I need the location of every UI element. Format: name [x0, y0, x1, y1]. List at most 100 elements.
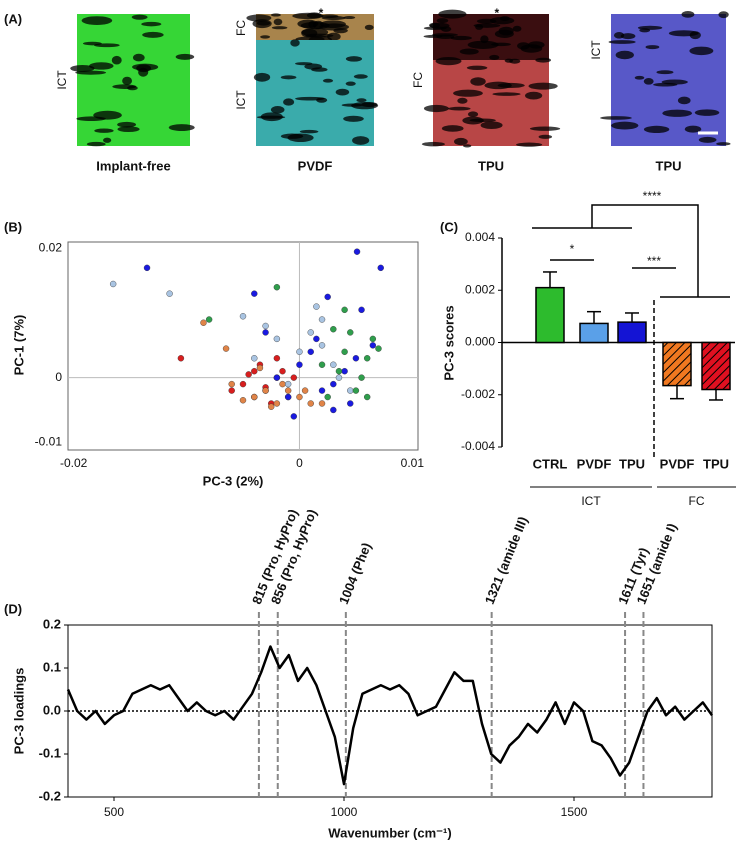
x-tick-label: 1500 [561, 805, 588, 819]
image-texture [517, 42, 530, 50]
image-texture [168, 124, 195, 131]
image-texture [480, 121, 503, 130]
bar [701, 341, 731, 391]
image-texture [142, 31, 164, 38]
image-texture [528, 41, 545, 49]
image-texture [253, 72, 271, 82]
x-tick-label: 0 [296, 456, 303, 470]
image-texture [450, 35, 472, 41]
x-tick-label: 500 [104, 805, 124, 819]
image-texture [535, 57, 551, 63]
y-tick-label: 0.002 [465, 282, 495, 296]
image-texture [292, 12, 324, 20]
image-texture [643, 78, 654, 85]
point [273, 355, 281, 362]
image-texture [321, 16, 346, 21]
point [290, 413, 298, 420]
image-region [433, 60, 549, 146]
point [279, 367, 286, 375]
image-texture [322, 78, 334, 83]
image-texture [528, 82, 558, 90]
image-caption: TPU [656, 158, 682, 173]
image-texture [516, 142, 543, 147]
point [251, 367, 258, 375]
image-texture [447, 106, 471, 111]
image-texture [112, 84, 137, 89]
point [262, 329, 269, 336]
image-texture [620, 33, 636, 40]
point [335, 367, 343, 375]
point [251, 355, 258, 362]
y-tick-label: 0.0 [43, 702, 61, 717]
marker-label: 1004 (Phe) [336, 540, 374, 606]
loading-line [66, 645, 714, 786]
image-texture [343, 115, 364, 122]
image-caption: PVDF [298, 158, 333, 173]
y-tick-label: 0.004 [465, 230, 495, 244]
point [296, 348, 303, 356]
image-texture [489, 54, 500, 60]
point [273, 400, 281, 407]
point [363, 355, 371, 362]
image-texture [86, 141, 106, 147]
y-tick-label: 0 [55, 370, 62, 384]
image-texture [494, 29, 514, 38]
image-texture [661, 79, 688, 85]
point [166, 290, 173, 297]
x-tick-label: 1000 [331, 805, 358, 819]
image-texture [436, 18, 449, 24]
bar [617, 321, 647, 344]
x-tick-label: PVDF [660, 456, 695, 471]
point [273, 374, 281, 381]
point [347, 387, 354, 394]
image-texture [600, 116, 632, 120]
panel-label: (D) [4, 601, 22, 616]
x-tick-label: 0.01 [401, 456, 425, 470]
point [228, 380, 235, 388]
image-texture [475, 24, 484, 30]
group-label: FC [689, 494, 705, 508]
point [284, 387, 292, 394]
image-texture [343, 16, 356, 20]
point [284, 393, 292, 401]
image-texture [93, 43, 120, 48]
image-texture [438, 9, 467, 19]
image-texture [138, 67, 149, 77]
image-texture [260, 35, 271, 39]
image-texture [311, 67, 328, 72]
image-texture [457, 97, 468, 104]
image-texture [509, 58, 521, 64]
y-tick-label: 0.1 [43, 659, 61, 674]
image-texture [117, 126, 140, 133]
image-texture [89, 62, 114, 70]
point [347, 329, 354, 336]
image-texture [512, 25, 522, 32]
y-tick-label: -0.002 [461, 387, 495, 401]
image-texture [441, 125, 464, 132]
significance-label: * [570, 242, 575, 256]
image-texture [131, 14, 148, 20]
y-tick-label: 0.2 [43, 616, 61, 631]
group-label: ICT [581, 494, 601, 508]
image-texture [529, 126, 561, 131]
y-tick-label: 0.02 [39, 241, 63, 255]
image-texture [440, 26, 452, 32]
side-label: ICT [589, 40, 603, 60]
panel-label: (A) [4, 11, 22, 26]
x-tick-label: TPU [703, 456, 729, 471]
point [301, 387, 309, 394]
image-texture [467, 40, 499, 49]
image-texture [423, 104, 449, 113]
point [273, 284, 281, 291]
image-texture [634, 75, 645, 80]
significance-bracket [591, 204, 699, 297]
image-texture [421, 141, 445, 147]
y-tick-label: -0.1 [39, 745, 61, 760]
image-texture [615, 50, 634, 60]
image-texture [459, 48, 479, 55]
image-texture [341, 103, 363, 107]
image-texture [462, 144, 472, 148]
image-texture [301, 28, 329, 37]
